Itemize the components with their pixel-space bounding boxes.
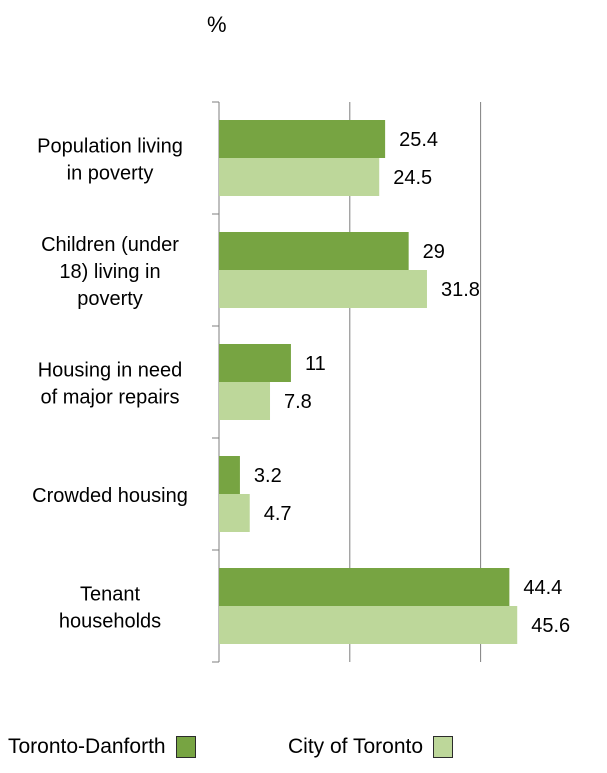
bar-toronto-danforth bbox=[219, 120, 386, 158]
data-label: 24.5 bbox=[393, 167, 432, 189]
data-label: 44.4 bbox=[523, 577, 562, 599]
bar-city-of-toronto bbox=[219, 606, 518, 644]
legend-swatch bbox=[433, 736, 454, 758]
data-label: 4.7 bbox=[264, 503, 292, 525]
data-label: 29 bbox=[423, 241, 445, 263]
category-label: Crowded housing bbox=[32, 485, 188, 507]
bar-toronto-danforth bbox=[219, 456, 240, 494]
bar-toronto-danforth bbox=[219, 344, 291, 382]
data-label: 11 bbox=[305, 353, 326, 375]
bar-toronto-danforth bbox=[219, 568, 510, 606]
legend-label: City of Toronto bbox=[288, 735, 424, 758]
category-label: Children (under 18) living in poverty bbox=[41, 234, 179, 310]
bar-city-of-toronto bbox=[219, 270, 427, 308]
bar-city-of-toronto bbox=[219, 158, 380, 196]
data-label: 31.8 bbox=[441, 279, 480, 301]
unit-label: % bbox=[207, 12, 227, 37]
bar-city-of-toronto bbox=[219, 382, 271, 420]
category-label: Housing in need of major repairs bbox=[38, 360, 183, 409]
category-label: Tenant households bbox=[59, 584, 161, 633]
bar-city-of-toronto bbox=[219, 494, 250, 532]
bar-toronto-danforth bbox=[219, 232, 409, 270]
data-label: 3.2 bbox=[254, 465, 282, 487]
legend-item-toronto-danforth: Toronto-Danforth bbox=[8, 735, 196, 759]
data-label: 45.6 bbox=[531, 615, 570, 637]
legend-item-city-of-toronto: City of Toronto bbox=[288, 735, 454, 759]
data-label: 7.8 bbox=[284, 391, 312, 413]
legend-swatch bbox=[175, 736, 196, 758]
data-label: 25.4 bbox=[399, 129, 438, 151]
category-label: Population living in poverty bbox=[37, 136, 183, 185]
legend-label: Toronto-Danforth bbox=[8, 735, 166, 758]
